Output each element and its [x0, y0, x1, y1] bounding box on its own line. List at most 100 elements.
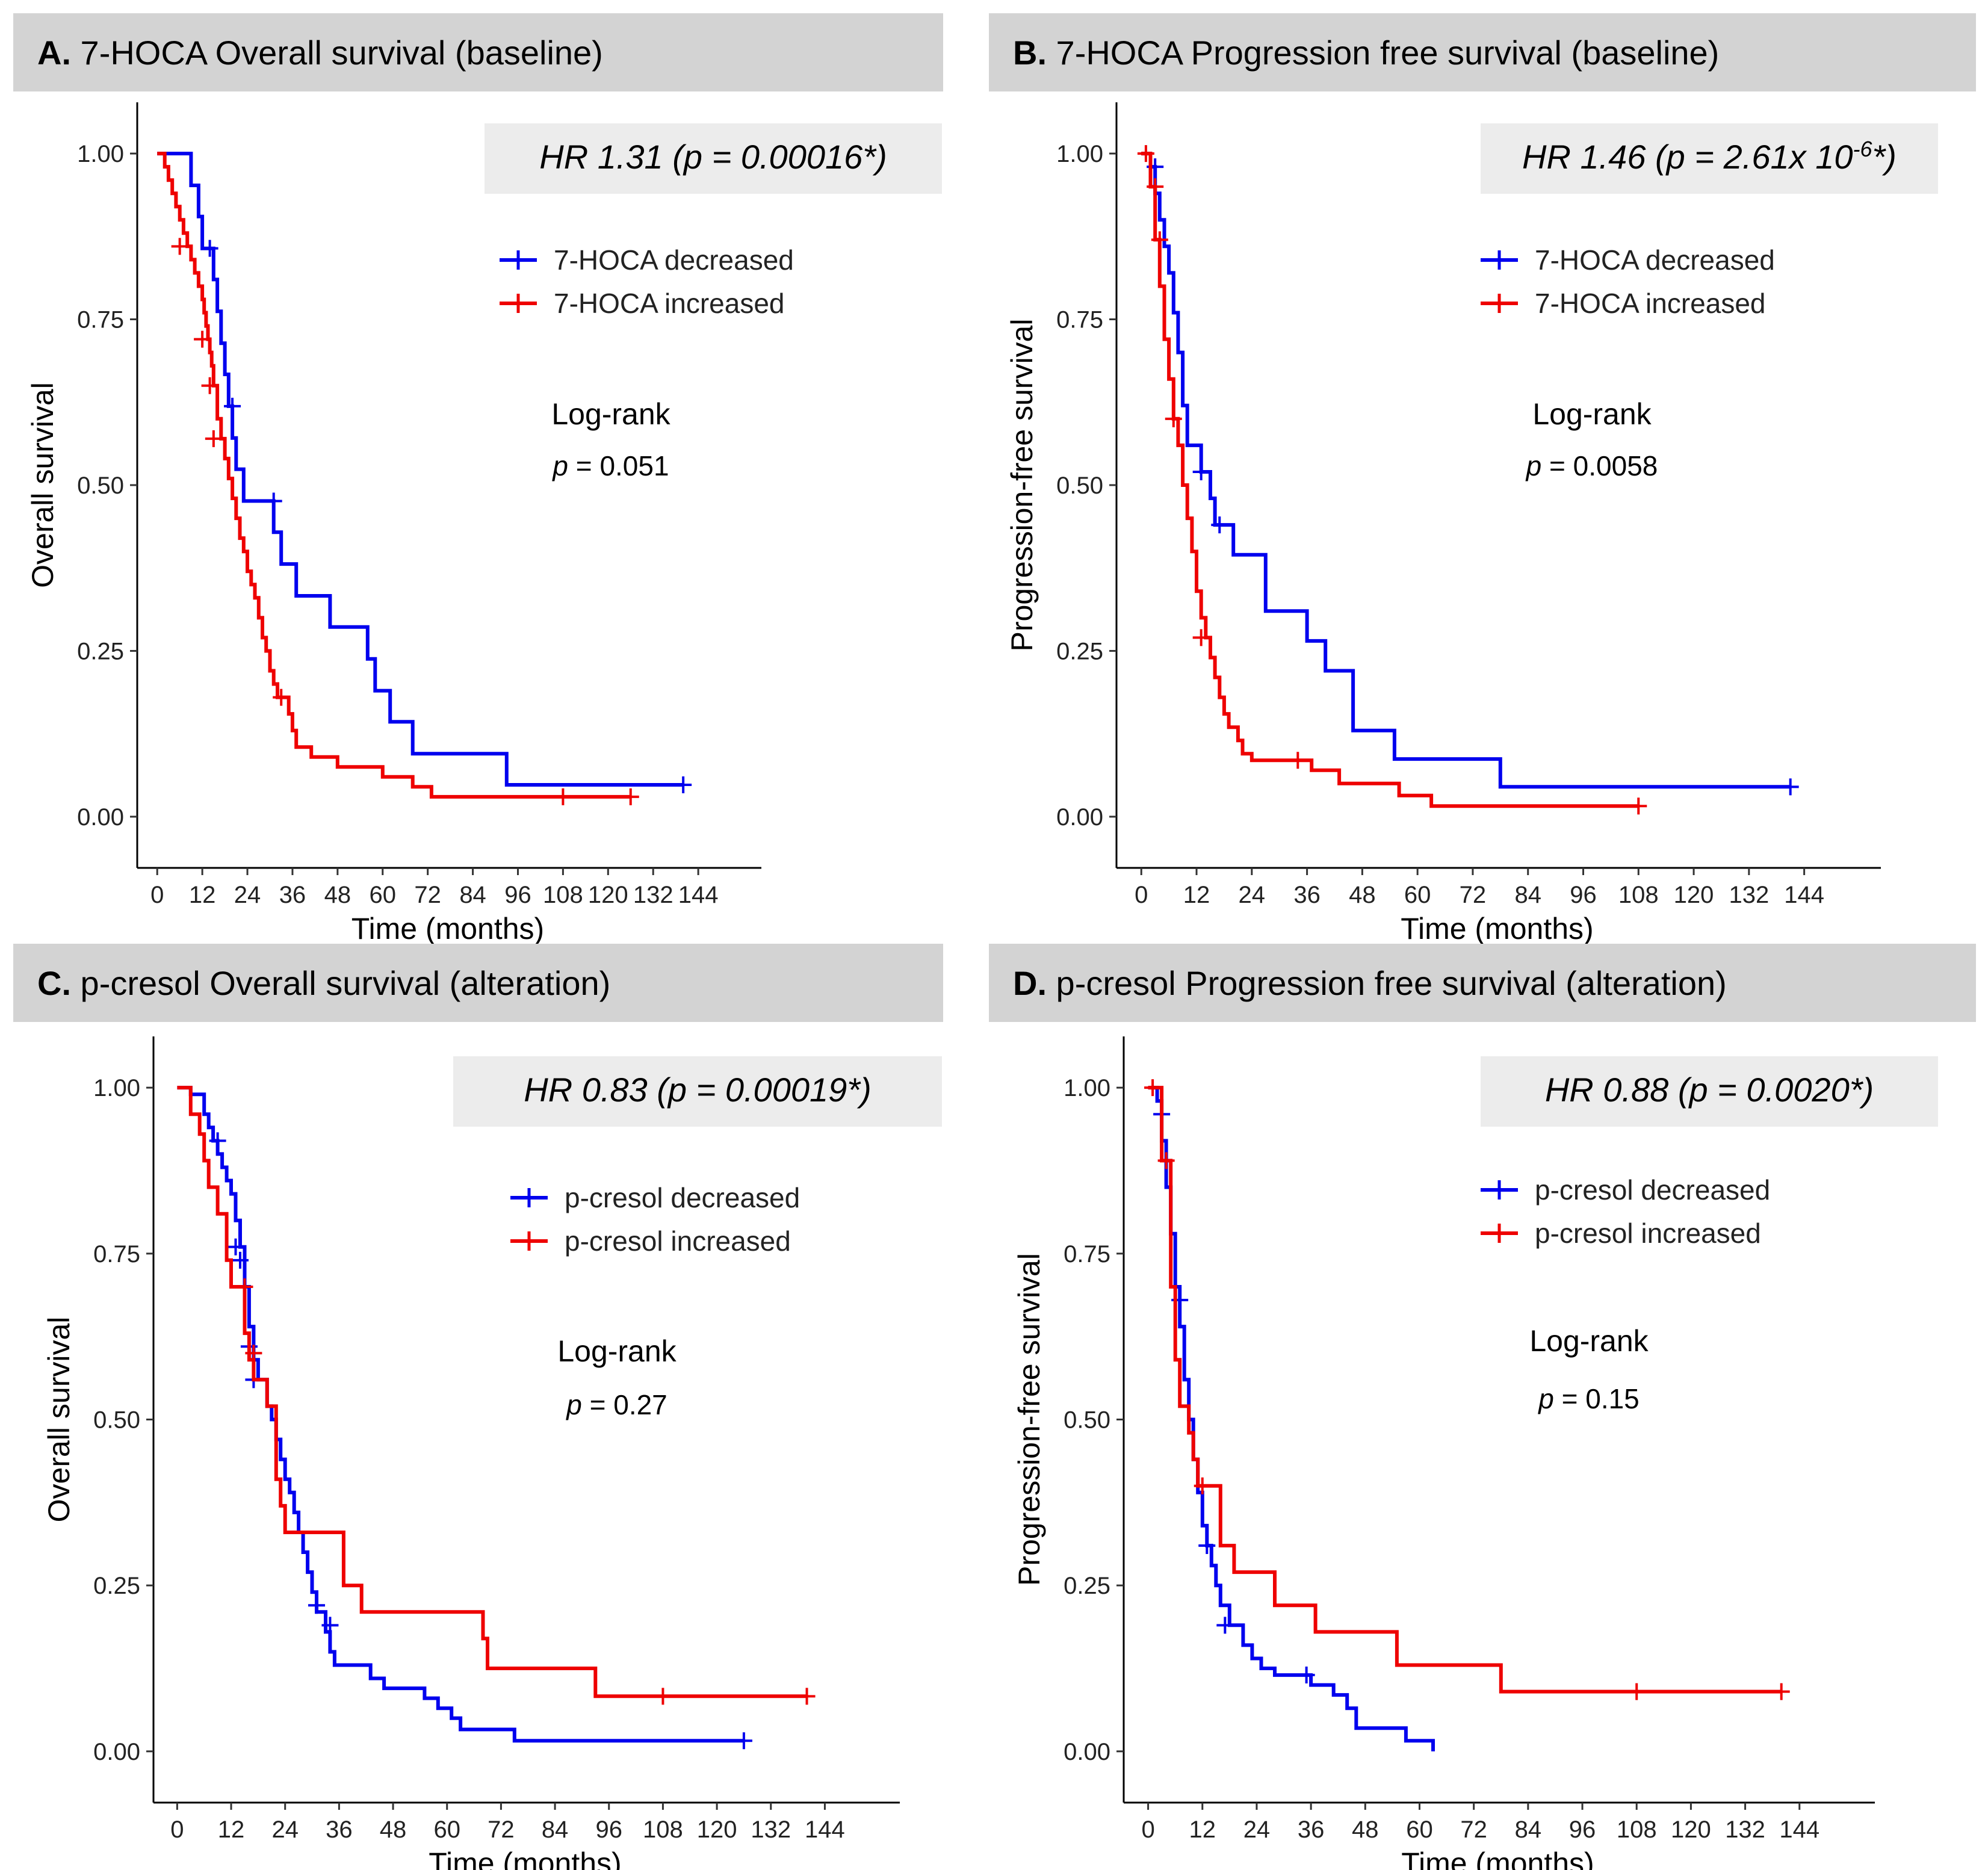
y-tick-label: 0.75 [1064, 1241, 1110, 1268]
logrank-p-value: p = 0.051 [551, 450, 669, 481]
x-tick-label: 0 [1135, 882, 1148, 908]
legend-label: p-cresol decreased [565, 1182, 800, 1213]
y-axis-title: Overall survival [26, 382, 60, 588]
y-tick-label: 0.00 [1056, 804, 1103, 831]
panel-header [13, 13, 943, 91]
x-tick-label: 132 [633, 882, 674, 908]
y-tick-label: 0.25 [1056, 638, 1103, 664]
x-tick-label: 144 [805, 1816, 845, 1843]
panel-title: A. 7-HOCA Overall survival (baseline) [37, 34, 603, 72]
y-axis-title: Overall survival [42, 1317, 76, 1523]
legend-label: p-cresol decreased [1535, 1174, 1770, 1206]
logrank-p-value: p = 0.15 [1537, 1383, 1640, 1414]
km-curve-increased [1141, 152, 1639, 808]
x-tick-label: 108 [1618, 882, 1659, 908]
censor-mark [236, 1278, 253, 1295]
x-tick-label: 36 [279, 882, 306, 908]
censor-mark [265, 492, 282, 510]
censor-mark [171, 238, 188, 255]
y-tick-label: 0.50 [1056, 472, 1103, 499]
hr-box [453, 1056, 942, 1127]
y-tick-label: 0.00 [93, 1739, 140, 1765]
x-tick-label: 12 [1183, 882, 1210, 908]
x-tick-label: 72 [1460, 1816, 1487, 1843]
panel-letter: D. [1013, 964, 1047, 1002]
x-tick-label: 84 [542, 1816, 569, 1843]
logrank-label: Log-rank [1529, 1324, 1649, 1358]
y-tick-label: 1.00 [93, 1075, 140, 1101]
censor-mark [1211, 516, 1228, 534]
censor-mark [1198, 1537, 1216, 1555]
censor-mark [622, 788, 639, 805]
y-tick-label: 0.50 [77, 472, 124, 499]
x-tick-label: 36 [1298, 1816, 1325, 1843]
y-tick-label: 0.50 [1064, 1407, 1110, 1434]
panel-title: C. p-cresol Overall survival (alteration… [37, 964, 610, 1002]
censor-mark [321, 1617, 339, 1634]
x-tick-label: 96 [595, 1816, 622, 1843]
panel-header [13, 944, 943, 1022]
y-tick-label: 0.75 [77, 307, 124, 333]
x-tick-label: 120 [588, 882, 628, 908]
x-tick-label: 0 [1141, 1816, 1154, 1843]
legend-label: 7-HOCA decreased [554, 244, 794, 276]
x-axis-title: Time (months) [1401, 1847, 1594, 1870]
x-tick-label: 48 [380, 1816, 407, 1843]
censor-mark [1216, 1617, 1234, 1634]
km-curve-decreased [1148, 1086, 1435, 1751]
panel-letter: A. [37, 34, 71, 72]
km-curve-increased [1148, 1086, 1782, 1694]
x-tick-label: 24 [1243, 1816, 1271, 1843]
x-tick-label: 108 [543, 882, 583, 908]
censor-mark [798, 1688, 816, 1705]
censor-mark [1144, 1079, 1162, 1097]
censor-mark [735, 1732, 752, 1750]
logrank-p-value: p = 0.27 [565, 1389, 667, 1420]
logrank-label: Log-rank [557, 1334, 677, 1368]
x-tick-label: 48 [1349, 882, 1376, 908]
censor-mark [1147, 178, 1164, 196]
panel-title-text: 7-HOCA Overall survival (baseline) [71, 34, 603, 72]
panel-title-text: 7-HOCA Progression free survival (baseli… [1047, 34, 1719, 72]
x-tick-label: 12 [218, 1816, 245, 1843]
x-tick-label: 24 [271, 1816, 299, 1843]
y-tick-label: 0.50 [93, 1407, 140, 1434]
censor-mark [1628, 1683, 1646, 1700]
x-axis-title: Time (months) [351, 912, 544, 946]
legend-label: 7-HOCA decreased [1535, 244, 1775, 276]
y-axis-title: Progression-free survival [1005, 319, 1039, 652]
hr-box [1481, 123, 1938, 194]
panel-title: D. p-cresol Progression free survival (a… [1013, 964, 1727, 1002]
panel-header [989, 944, 1976, 1022]
legend-label: 7-HOCA increased [554, 288, 785, 319]
censor-mark [1151, 231, 1168, 249]
km-curve-decreased [177, 1086, 744, 1743]
km-curve-increased [177, 1086, 807, 1698]
x-tick-label: 132 [1729, 882, 1769, 908]
x-tick-label: 96 [1569, 1816, 1596, 1843]
censor-mark [1165, 410, 1182, 427]
y-tick-label: 0.25 [1064, 1573, 1110, 1599]
panel-title-text: p-cresol Overall survival (alteration) [71, 964, 610, 1002]
legend-label: p-cresol increased [1535, 1218, 1761, 1249]
x-tick-label: 144 [1779, 1816, 1819, 1843]
censor-mark [675, 776, 692, 794]
censor-mark [654, 1688, 672, 1705]
censor-mark [1782, 778, 1799, 796]
x-tick-label: 60 [433, 1816, 460, 1843]
censor-mark [201, 240, 218, 257]
censor-mark [194, 330, 211, 348]
x-tick-label: 108 [1617, 1816, 1657, 1843]
censor-mark [1289, 752, 1307, 769]
censor-mark [245, 1345, 262, 1362]
y-tick-label: 1.00 [77, 141, 124, 167]
censor-mark [1194, 1477, 1211, 1494]
x-tick-label: 72 [1460, 882, 1487, 908]
censor-mark [1157, 1152, 1175, 1169]
panel-header [989, 13, 1976, 91]
y-tick-label: 1.00 [1064, 1075, 1110, 1101]
x-tick-label: 0 [170, 1816, 184, 1843]
x-tick-label: 48 [324, 882, 351, 908]
x-tick-label: 120 [1674, 882, 1714, 908]
x-tick-label: 72 [488, 1816, 515, 1843]
